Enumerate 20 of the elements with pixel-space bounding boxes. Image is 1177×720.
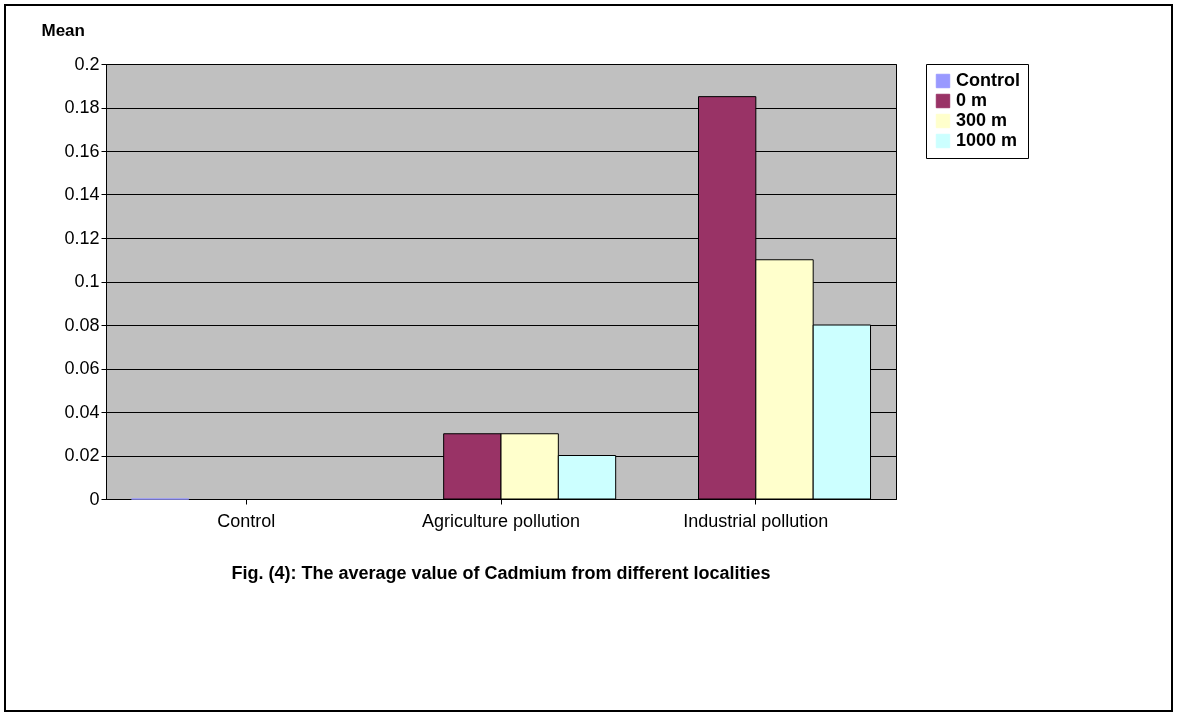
y-tick-label: 0.12 — [64, 227, 100, 248]
y-tick-label: 0.08 — [64, 314, 100, 335]
x-tick-label: Agriculture pollution — [421, 510, 581, 531]
legend-label: 0 m — [956, 90, 988, 110]
y-tick-label: 0.04 — [64, 401, 100, 422]
y-tick-label: 0.2 — [74, 53, 100, 74]
text: Fig. (4): The average value of Cadmium from different localities — [231, 563, 771, 583]
y-tick-label: 0.02 — [64, 445, 100, 465]
legend-label: 300 m — [956, 110, 1008, 130]
y-tick-label: 0.06 — [64, 358, 100, 378]
y-tick-label: 0.14 — [64, 184, 100, 204]
x-tick-label: Control — [217, 510, 276, 531]
legend-label: 1000 m — [956, 130, 1018, 150]
y-axis-title: Mean — [41, 20, 85, 40]
y-tick-label: 0.16 — [64, 140, 100, 161]
legend-label: Control — [956, 70, 1020, 90]
y-tick-label: 0 — [89, 488, 100, 509]
y-tick-label: 0.18 — [64, 97, 100, 117]
x-tick-label: Industrial pollution — [683, 510, 829, 531]
y-tick-label: 0.1 — [74, 271, 100, 291]
